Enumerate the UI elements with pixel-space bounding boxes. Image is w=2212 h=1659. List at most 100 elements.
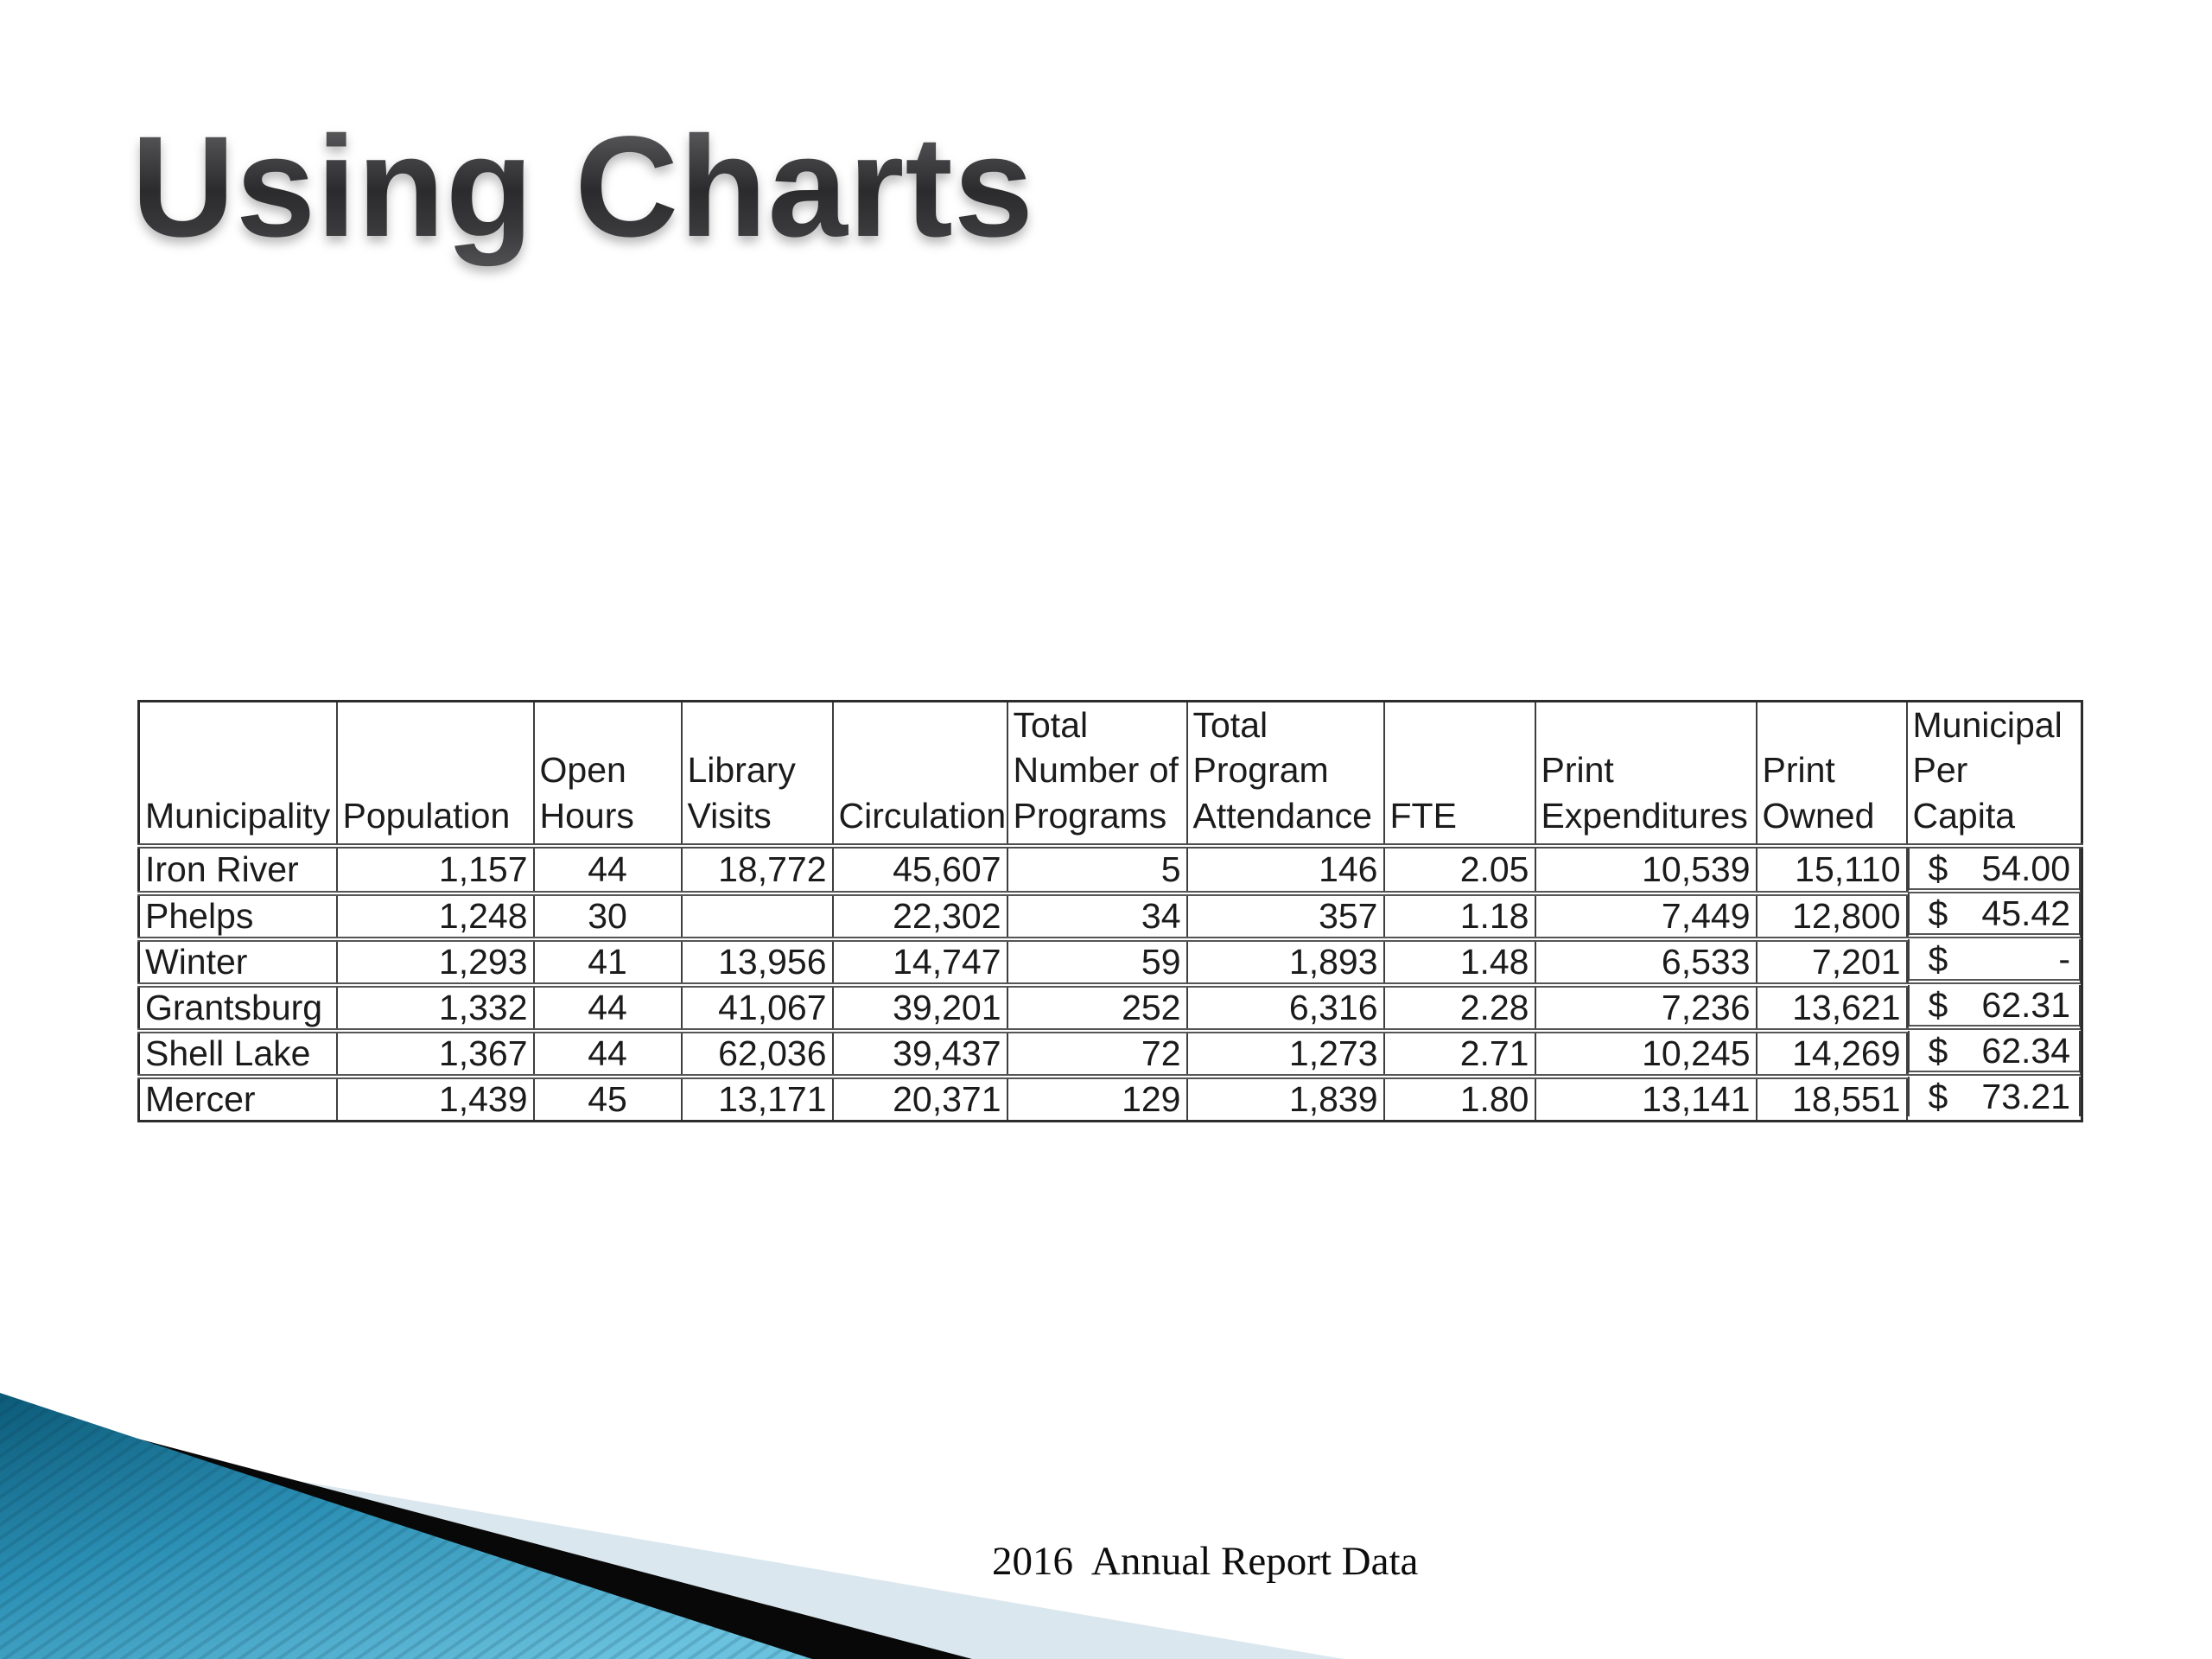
cell-open_hours: 44 (532, 846, 683, 897)
cell-per_capita: $ - (1907, 939, 2081, 985)
table-row: Grantsburg 1,332 44 41,067 39,201 252 6,316 2.2… (137, 985, 2082, 1034)
cell-circulation: 20,371 (831, 1077, 1008, 1122)
cell-print_owned: 12,800 (1755, 893, 1908, 943)
column-header-circulation: Circulation (831, 701, 1008, 849)
slide-title: Using Charts (131, 105, 1034, 270)
cell-per_capita: $45.42 (1907, 893, 2081, 939)
column-header-fte: FTE (1382, 701, 1536, 849)
cell-program_attendance: 357 (1185, 893, 1385, 943)
cell-print_owned: 14,269 (1755, 1031, 1908, 1080)
cell-total_programs: 129 (1006, 1077, 1188, 1122)
cell-municipality: Phelps (137, 893, 338, 943)
cell-population: 1,439 (335, 1077, 535, 1122)
cell-municipality: Iron River (137, 846, 338, 897)
cell-print_owned: 13,621 (1755, 985, 1908, 1034)
cell-print_expenditures: 7,236 (1534, 985, 1758, 1034)
currency-value: 73.21 (1981, 1077, 2070, 1116)
cell-per_capita: $62.31 (1907, 985, 2081, 1031)
cell-print_owned: 15,110 (1755, 846, 1908, 897)
table-row: Mercer 1,439 45 13,171 20,371 129 1,839 1.80 13,… (137, 1077, 2082, 1122)
table-row: Phelps 1,248 30 22,302 34 357 1.18 7,449 12,800 $… (137, 893, 2082, 943)
cell-population: 1,293 (335, 939, 535, 988)
table-row: Iron River 1,157 44 18,772 45,607 5 146 2.05 10,… (137, 846, 2082, 897)
cell-program_attendance: 1,839 (1185, 1077, 1385, 1122)
table-body: Iron River 1,157 44 18,772 45,607 5 146 2.05 10,… (137, 846, 2082, 1122)
currency-symbol-icon: $ (1928, 1077, 1948, 1116)
cell-fte: 2.71 (1382, 1031, 1536, 1080)
cell-library_visits: 18,772 (680, 846, 834, 897)
cell-program_attendance: 6,316 (1185, 985, 1385, 1034)
cell-circulation: 39,437 (831, 1031, 1008, 1080)
column-header-total-programs: Total Number of Programs (1006, 701, 1188, 849)
cell-total_programs: 252 (1006, 985, 1188, 1034)
table-row: Shell Lake 1,367 44 62,036 39,437 72 1,273 2.71… (137, 1031, 2082, 1080)
currency-value: 45.42 (1981, 893, 2070, 933)
slide-accent-graphic (0, 1393, 1344, 1659)
table-row: Winter 1,293 41 13,956 14,747 59 1,893 1.48 6,53… (137, 939, 2082, 988)
cell-library_visits: 13,171 (680, 1077, 834, 1122)
currency-value: 62.34 (1981, 1031, 2070, 1071)
column-header-print-expenditures: Print Expenditures (1534, 701, 1758, 849)
cell-fte: 1.80 (1382, 1077, 1536, 1122)
cell-print_owned: 18,551 (1755, 1077, 1908, 1122)
cell-circulation: 45,607 (831, 846, 1008, 897)
cell-print_owned: 7,201 (1755, 939, 1908, 988)
currency-value: 54.00 (1981, 849, 2070, 888)
cell-fte: 2.28 (1382, 985, 1536, 1034)
cell-print_expenditures: 10,245 (1534, 1031, 1758, 1080)
column-header-program-attendance: Total Program Attendance (1185, 701, 1385, 849)
column-header-library-visits: Library Visits (680, 701, 834, 849)
cell-library_visits: 13,956 (680, 939, 834, 988)
cell-population: 1,367 (335, 1031, 535, 1080)
cell-open_hours: 41 (532, 939, 683, 988)
library-data-table: Municipality Population Open Hours Libra… (137, 700, 2083, 1123)
cell-print_expenditures: 7,449 (1534, 893, 1758, 943)
cell-municipality: Grantsburg (137, 985, 338, 1034)
cell-fte: 2.05 (1382, 846, 1536, 897)
column-header-per-capita: Municipal Per Capita (1905, 701, 2083, 849)
cell-circulation: 39,201 (831, 985, 1008, 1034)
cell-open_hours: 45 (532, 1077, 683, 1122)
column-header-open-hours: Open Hours (532, 701, 683, 849)
cell-print_expenditures: 10,539 (1534, 846, 1758, 897)
cell-per_capita: $54.00 (1907, 849, 2081, 894)
cell-program_attendance: 146 (1185, 846, 1385, 897)
cell-print_expenditures: 13,141 (1534, 1077, 1758, 1122)
footer-caption: 2016 Annual Report Data (992, 1539, 1419, 1584)
cell-open_hours: 30 (532, 893, 683, 943)
cell-population: 1,248 (335, 893, 535, 943)
cell-program_attendance: 1,893 (1185, 939, 1385, 988)
currency-symbol-icon: $ (1928, 893, 1948, 933)
cell-program_attendance: 1,273 (1185, 1031, 1385, 1080)
teal-wedge-stripes (0, 1393, 812, 1659)
table-header: Municipality Population Open Hours Libra… (137, 701, 2083, 849)
cell-municipality: Winter (137, 939, 338, 988)
cell-total_programs: 34 (1006, 893, 1188, 943)
cell-total_programs: 5 (1006, 846, 1188, 897)
cell-population: 1,157 (335, 846, 535, 897)
cell-library_visits: 62,036 (680, 1031, 834, 1080)
cell-per_capita: $73.21 (1907, 1077, 2081, 1117)
cell-fte: 1.18 (1382, 893, 1536, 943)
cell-per_capita: $62.34 (1907, 1031, 2081, 1077)
cell-library_visits (680, 893, 834, 943)
currency-value: - (2058, 939, 2070, 979)
cell-municipality: Mercer (137, 1077, 338, 1122)
cell-total_programs: 59 (1006, 939, 1188, 988)
column-header-municipality: Municipality (137, 701, 338, 849)
cell-municipality: Shell Lake (137, 1031, 338, 1080)
cell-circulation: 14,747 (831, 939, 1008, 988)
column-header-population: Population (335, 701, 535, 849)
cell-circulation: 22,302 (831, 893, 1008, 943)
table-container: Municipality Population Open Hours Libra… (137, 700, 2083, 1123)
cell-print_expenditures: 6,533 (1534, 939, 1758, 988)
table-header-row: Municipality Population Open Hours Libra… (137, 701, 2083, 849)
currency-symbol-icon: $ (1928, 985, 1948, 1025)
cell-open_hours: 44 (532, 985, 683, 1034)
cell-library_visits: 41,067 (680, 985, 834, 1034)
cell-population: 1,332 (335, 985, 535, 1034)
column-header-print-owned: Print Owned (1755, 701, 1908, 849)
currency-symbol-icon: $ (1928, 849, 1948, 888)
currency-value: 62.31 (1981, 985, 2070, 1025)
